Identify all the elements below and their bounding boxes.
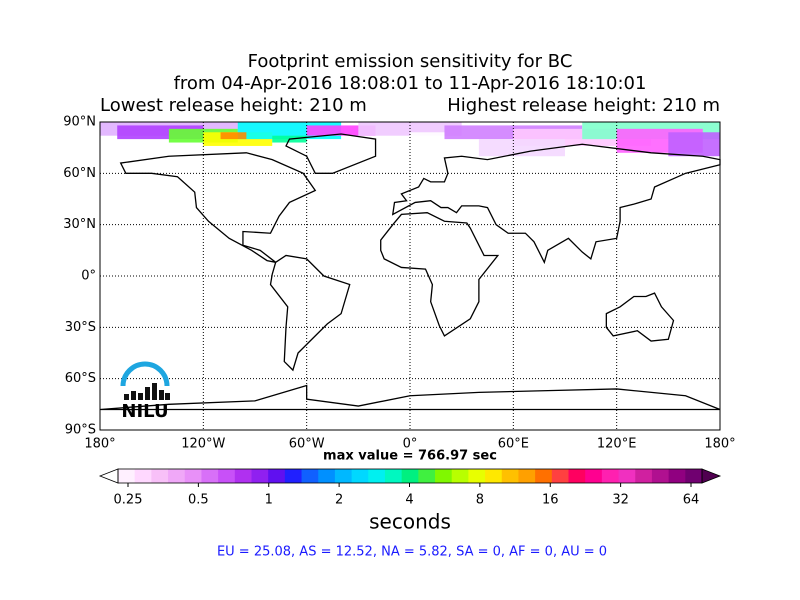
colorbar-segment	[685, 469, 703, 483]
colorbar-segment	[151, 469, 169, 483]
colorbar-tick-label: 4	[405, 493, 413, 508]
colorbar-segment	[201, 469, 219, 483]
lat-label: 60°N	[63, 166, 96, 181]
sensitivity-patch	[220, 132, 247, 140]
colorbar-segment	[535, 469, 553, 483]
lon-label: 60°E	[498, 437, 529, 452]
colorbar-segment	[134, 469, 152, 483]
coastline	[391, 143, 721, 265]
sensitivity-patch	[668, 132, 720, 157]
coastline	[605, 292, 675, 342]
colorbar-tick-label: 16	[542, 493, 559, 508]
colorbar-tick-label: 2	[335, 493, 343, 508]
colorbar-segment	[468, 469, 486, 483]
region-summary: EU = 25.08, AS = 12.52, NA = 5.82, SA = …	[217, 545, 607, 560]
colorbar-tick-label: 0.5	[188, 493, 209, 508]
colorbar-segment	[251, 469, 269, 483]
colorbar-segment	[351, 469, 369, 483]
colorbar-segment	[318, 469, 336, 483]
colorbar-segment	[518, 469, 536, 483]
lon-label: 60°W	[289, 437, 325, 452]
colorbar-segment	[234, 469, 252, 483]
colorbar-segment	[401, 469, 419, 483]
lat-label: 90°S	[65, 423, 96, 438]
logo-arc	[120, 361, 170, 387]
colorbar-tick-label: 64	[683, 493, 700, 508]
colorbar-segment	[451, 469, 469, 483]
title-line: from 04-Apr-2016 18:08:01 to 11-Apr-2016…	[174, 73, 647, 94]
sensitivity-patch	[478, 139, 565, 157]
colorbar-segment	[384, 469, 403, 483]
colorbar-label: seconds	[369, 510, 451, 534]
lat-label: 30°N	[63, 217, 96, 232]
colorbar-segment	[218, 469, 236, 483]
sensitivity-patch	[306, 125, 376, 136]
lon-label: 0°	[403, 437, 418, 452]
colorbar-tick-label: 8	[476, 493, 484, 508]
logo-bar	[159, 390, 164, 400]
colorbar-segment	[301, 469, 319, 483]
sensitivity-patch	[410, 132, 445, 143]
colorbar-tick-label: 32	[612, 493, 629, 508]
logo-bar	[165, 393, 170, 400]
lat-label: 30°S	[65, 320, 96, 335]
colorbar-over	[701, 468, 722, 484]
colorbar-segment	[568, 469, 586, 483]
coastline	[119, 152, 317, 263]
colorbar-under	[98, 468, 119, 484]
colorbar-segment	[268, 469, 286, 483]
colorbar-tick-label: 0.25	[114, 493, 143, 508]
title-line: Highest release height: 210 m	[447, 95, 720, 116]
colorbar-segment	[601, 469, 620, 483]
logo-bar	[138, 393, 143, 400]
colorbar-segment	[334, 469, 353, 483]
lat-label: 60°S	[65, 371, 96, 386]
lon-label: 180°	[84, 437, 115, 452]
coastline	[285, 133, 377, 174]
colorbar: 0.25 0.5 1 2 4 8 16 32 64	[98, 468, 722, 508]
colorbar-segment	[635, 469, 653, 483]
logo-bar	[152, 383, 157, 400]
logo-bar	[124, 394, 129, 400]
colorbar-segment	[435, 469, 453, 483]
lon-label: 120°E	[597, 437, 637, 452]
logo-bar	[131, 391, 136, 400]
lat-label: 90°N	[63, 115, 96, 130]
logo-text: NILU	[121, 401, 168, 422]
colorbar-segment	[485, 469, 503, 483]
colorbar-segment	[618, 469, 636, 483]
lon-label: 120°W	[181, 437, 225, 452]
colorbar-segment	[551, 469, 570, 483]
colorbar-tick-label: 1	[265, 493, 273, 508]
colorbar-segment	[184, 469, 202, 483]
colorbar-segment	[418, 469, 436, 483]
colorbar-segment	[651, 469, 670, 483]
colorbar-segment	[501, 469, 519, 483]
title-line: Lowest release height: 210 m	[100, 95, 367, 116]
colorbar-segment	[585, 469, 603, 483]
colorbar-segment	[118, 469, 136, 483]
map-frame	[99, 121, 721, 431]
max-value: max value = 766.97 sec	[323, 449, 497, 464]
colorbar-segment	[368, 469, 386, 483]
lon-label: 180°	[704, 437, 735, 452]
title-line: Footprint emission sensitivity for BC	[248, 51, 573, 72]
lat-label: 0°	[81, 269, 96, 284]
coastline	[380, 212, 500, 337]
logo-bar	[145, 387, 150, 400]
coastline	[269, 254, 351, 372]
colorbar-segment	[168, 469, 186, 483]
colorbar-segment	[284, 469, 303, 483]
colorbar-segment	[668, 469, 686, 483]
